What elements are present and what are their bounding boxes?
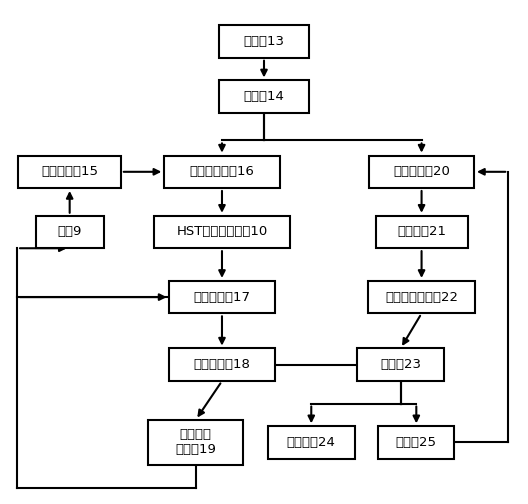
Text: 行走驱动轴18: 行走驱动轴18 [194, 358, 250, 371]
Bar [268, 426, 355, 459]
Text: 发动机13: 发动机13 [243, 35, 285, 48]
Bar [369, 156, 474, 188]
Text: HST无极变速系统10: HST无极变速系统10 [176, 225, 268, 238]
Bar [375, 216, 467, 248]
Bar [148, 420, 243, 465]
Bar [357, 348, 444, 381]
Bar [169, 281, 275, 313]
Text: 控制器23: 控制器23 [380, 358, 421, 371]
Bar [219, 80, 309, 113]
Bar [154, 216, 290, 248]
Bar [169, 348, 275, 381]
Text: 电机驱动器15: 电机驱动器15 [41, 165, 98, 178]
Bar [164, 156, 280, 188]
Bar [18, 156, 121, 188]
Bar [219, 25, 309, 58]
Text: 电磁离合器20: 电磁离合器20 [393, 165, 450, 178]
Text: 调速执行机构16: 调速执行机构16 [190, 165, 254, 178]
Text: 开沟器轴21: 开沟器轴21 [397, 225, 446, 238]
Text: 行走速度
传感器19: 行走速度 传感器19 [175, 428, 216, 457]
Bar [378, 426, 455, 459]
Text: 开沟速度传感器22: 开沟速度传感器22 [385, 291, 458, 303]
Text: 电磁制动器17: 电磁制动器17 [193, 291, 250, 303]
Bar [367, 281, 475, 313]
Bar [35, 216, 104, 248]
Text: 继电器25: 继电器25 [396, 436, 437, 449]
Text: 减速器14: 减速器14 [243, 90, 285, 103]
Text: 电机9: 电机9 [58, 225, 82, 238]
Text: 报警系统24: 报警系统24 [287, 436, 336, 449]
